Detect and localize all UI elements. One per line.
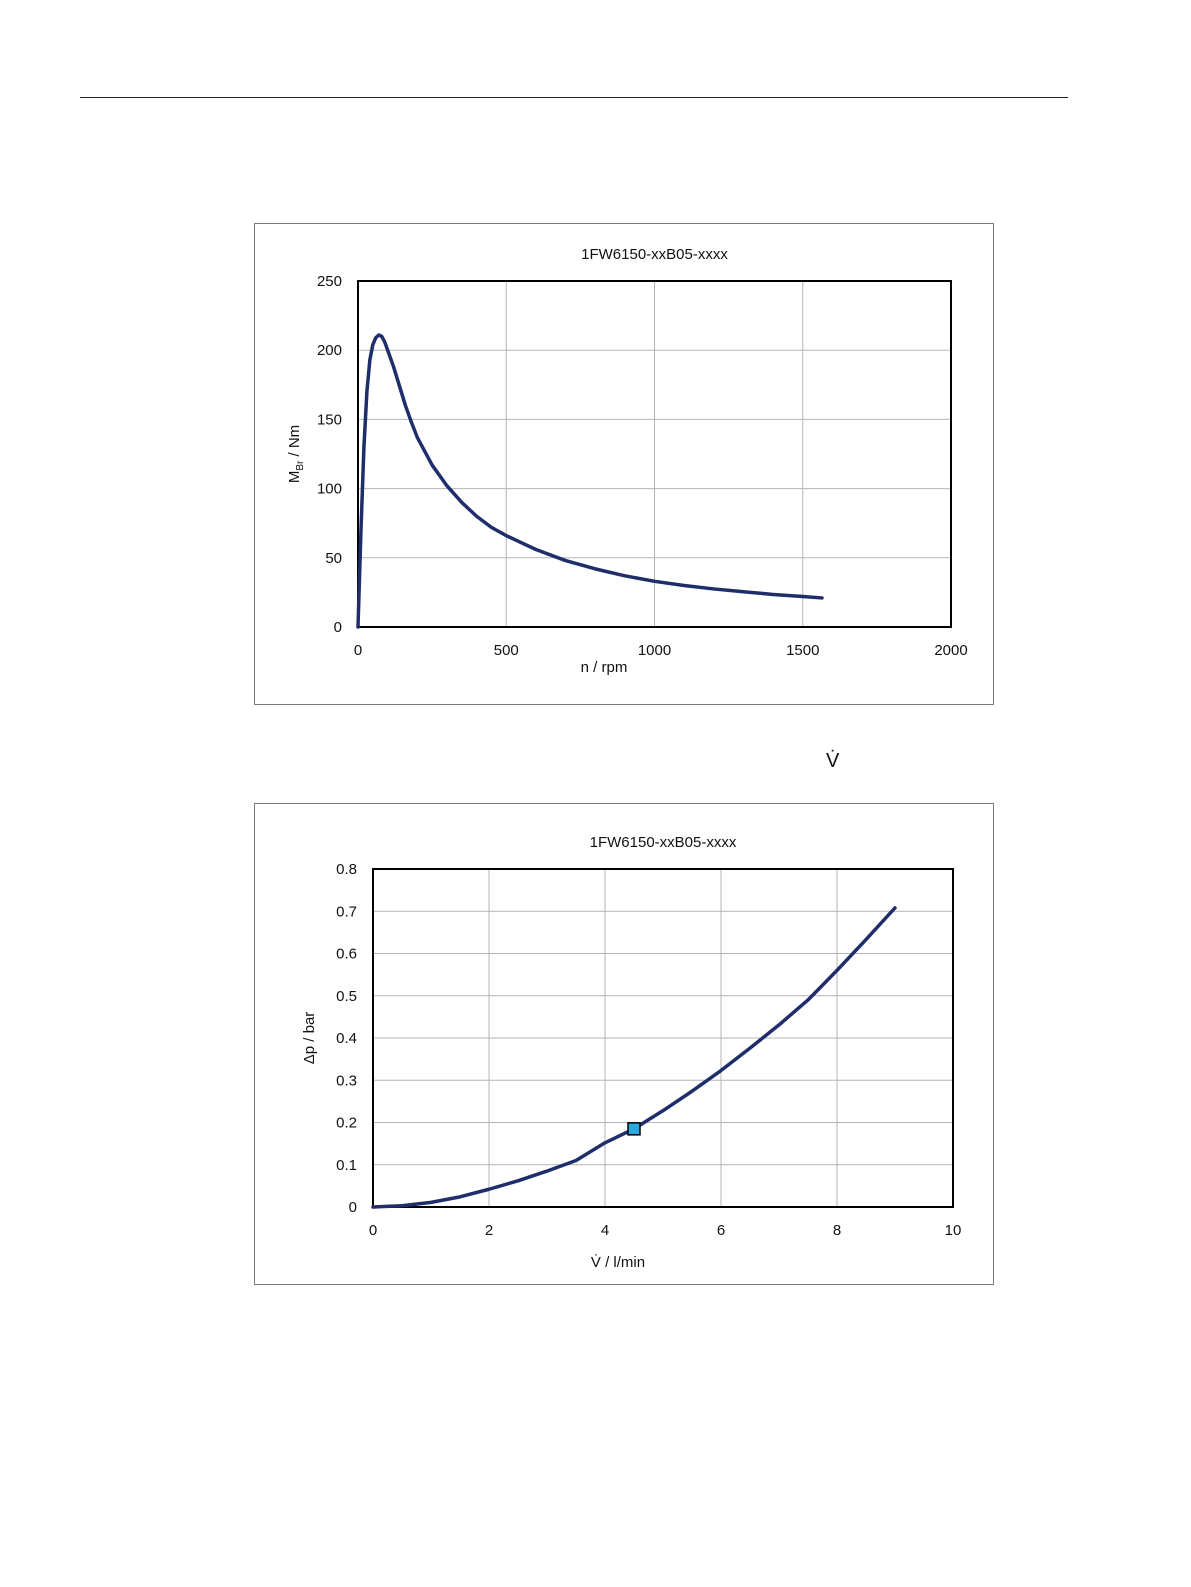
series-line: [371, 906, 897, 1209]
y-axis-label: Δp / bar: [301, 1012, 318, 1065]
x-tick-label: 2000: [934, 642, 967, 659]
y-tick-label: 0.1: [336, 1157, 357, 1174]
y-tick-label: 150: [317, 411, 342, 428]
x-tick-label: 6: [717, 1222, 725, 1239]
series-line: [356, 333, 824, 629]
pressure-drop-chart: 1FW6150-xxB05-xxxx 0 2 4 6 8 10 0 0.1 0.2 0.3 0.4 0.…: [254, 803, 994, 1285]
y-tick-label: 0.6: [336, 946, 357, 963]
y-axis-label: MBr / Nm: [286, 425, 306, 483]
braking-torque-chart: 1FW6150-xxB05-xxxx 0 500 1000 1500 2000 0 50 100…: [254, 223, 994, 705]
pressure-drop-chart-svg: 1FW6150-xxB05-xxxx 0 2 4 6 8 10 0 0.1 0.2 0.3 0.4 0.…: [301, 834, 962, 1271]
flow-rate-symbol: V̇: [826, 750, 840, 772]
x-tick-label: 2: [485, 1222, 493, 1239]
header-rule: [80, 97, 1068, 98]
x-tick-label: 1000: [638, 642, 671, 659]
y-tick-label: 0.4: [336, 1030, 357, 1047]
plot-area: [357, 280, 952, 628]
x-tick-label: 10: [945, 1222, 962, 1239]
plot-area: [372, 868, 954, 1208]
y-tick-label: 0: [334, 619, 342, 636]
y-tick-label: 0.8: [336, 861, 357, 878]
x-tick-label: 8: [833, 1222, 841, 1239]
y-tick-label: 50: [325, 550, 342, 567]
x-tick-label: 0: [354, 642, 362, 659]
y-tick-label: 250: [317, 273, 342, 290]
x-tick-label: 500: [494, 642, 519, 659]
chart-title: 1FW6150-xxB05-xxxx: [581, 246, 728, 263]
x-tick-label: 1500: [786, 642, 819, 659]
x-tick-label: 0: [369, 1222, 377, 1239]
y-tick-label: 0.2: [336, 1115, 357, 1132]
operating-point-marker: [627, 1122, 641, 1136]
y-tick-label: 200: [317, 342, 342, 359]
x-axis-label: V̇ / l/min: [591, 1254, 645, 1271]
y-tick-label: 100: [317, 481, 342, 498]
y-tick-label: 0: [349, 1199, 357, 1216]
y-tick-label: 0.5: [336, 988, 357, 1005]
x-tick-label: 4: [601, 1222, 609, 1239]
y-tick-label: 0.7: [336, 903, 357, 920]
x-axis-label: n / rpm: [581, 659, 628, 676]
braking-torque-chart-svg: 1FW6150-xxB05-xxxx 0 500 1000 1500 2000 0 50 100…: [286, 246, 968, 676]
chart-title: 1FW6150-xxB05-xxxx: [590, 834, 737, 851]
y-tick-label: 0.3: [336, 1072, 357, 1089]
